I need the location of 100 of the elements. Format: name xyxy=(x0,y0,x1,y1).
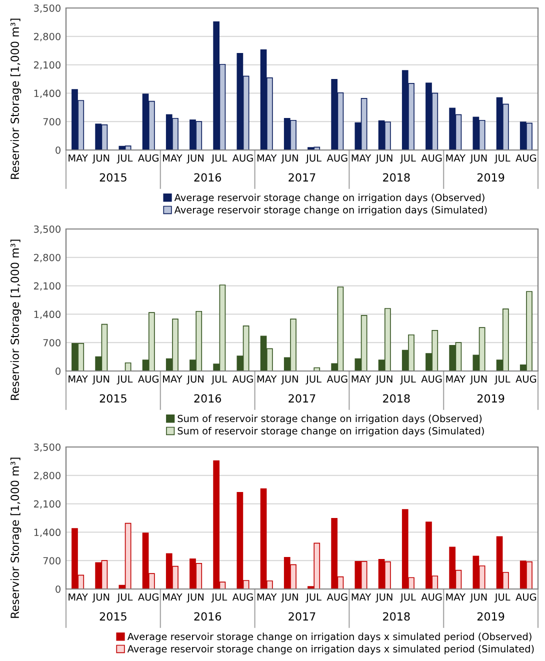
y-tick-label: 3,500 xyxy=(34,225,60,234)
x-tick-label: JUL xyxy=(116,593,133,602)
bar xyxy=(124,362,132,371)
x-tick-label: JUL xyxy=(116,375,133,384)
x-tick-label: JUN xyxy=(92,375,110,384)
x-tick-label: JUN xyxy=(186,593,204,602)
y-axis-title: Reservior Storage [1,000 m³] xyxy=(10,240,22,400)
y-tick-label: 1,400 xyxy=(34,528,60,538)
y-tick-label: 2,800 xyxy=(34,32,60,42)
y-tick-label: 0 xyxy=(56,367,60,375)
x-tick-label: JUN xyxy=(281,375,298,384)
legend-label: Average reservoir storage change on irrigation days (Observed) xyxy=(174,194,484,204)
x-tick-label: JUN xyxy=(92,154,110,164)
x-tick-label: AUG xyxy=(326,154,348,162)
x-tick-label: AUG xyxy=(138,593,158,601)
legend-label: Average reservoir storage change on irrigation days (Simulated) xyxy=(174,206,487,216)
x-tick-label: MAY xyxy=(68,593,88,601)
y-axis-title: Reservior Storage [1,000 m³] xyxy=(10,18,22,179)
x-tick-label: JUN xyxy=(186,154,204,164)
y-tick-label: 700 xyxy=(43,557,60,564)
x-tick-label: AUG xyxy=(421,593,442,601)
x-tick-label: JUL xyxy=(211,593,228,602)
x-tick-label: JUN xyxy=(186,375,204,384)
x-tick-label: MAY xyxy=(446,593,466,601)
text: 2019 xyxy=(477,173,504,182)
legend-label: Sum of reservoir storage change on irrigation days (Observed) xyxy=(178,414,482,424)
x-tick-label: AUG xyxy=(421,375,442,383)
x-tick-label: JUL xyxy=(306,593,322,602)
x-tick-label: MAY xyxy=(446,154,466,162)
x-tick-label: MAY xyxy=(163,375,182,383)
legend-label: Average reservoir storage change on irrigation days x simulated period (Observed) xyxy=(127,632,532,642)
text: 2017 xyxy=(288,394,316,403)
text: 2015 xyxy=(100,394,126,403)
x-tick-label: JUL xyxy=(211,154,228,164)
x-tick-label: JUN xyxy=(281,154,298,164)
legend-label: Sum of reservoir storage change on irrigation days (Simulated) xyxy=(178,426,484,436)
x-tick-label: JUL xyxy=(400,154,416,164)
text: 2018 xyxy=(383,173,410,182)
x-tick-label: JUL xyxy=(494,375,510,384)
y-tick-label: 2,100 xyxy=(34,61,60,70)
y-tick-label: 0 xyxy=(56,585,60,593)
x-tick-label: AUG xyxy=(326,375,348,383)
y-tick-label: 1,400 xyxy=(34,90,60,98)
x-tick-label: JUN xyxy=(92,593,110,602)
text: 2019 xyxy=(477,394,504,403)
x-tick-label: MAY xyxy=(68,154,88,162)
x-tick-label: JUL xyxy=(211,375,228,384)
y-tick-label: 0 xyxy=(56,146,60,154)
x-tick-label: JUN xyxy=(470,375,487,384)
x-tick-label: AUG xyxy=(232,154,253,162)
text: 2016 xyxy=(194,173,222,182)
x-tick-label: AUG xyxy=(326,593,348,601)
y-tick-label: 2,800 xyxy=(34,472,60,480)
legend-label: Average reservoir storage change on irrigation days x simulated period (Simulated) xyxy=(127,644,534,654)
x-tick-label: JUN xyxy=(375,154,392,164)
x-tick-label: JUL xyxy=(116,154,133,164)
x-tick-label: AUG xyxy=(232,593,253,601)
x-tick-label: JUL xyxy=(306,154,322,164)
x-tick-label: MAY xyxy=(446,375,466,383)
y-tick-label: 2,100 xyxy=(34,282,60,291)
x-tick-label: MAY xyxy=(163,593,182,601)
text: 2017 xyxy=(288,612,316,621)
y-tick-label: 3,500 xyxy=(34,4,60,13)
text: 2015 xyxy=(100,173,126,182)
text: 2016 xyxy=(194,394,222,403)
x-tick-label: AUG xyxy=(516,593,536,601)
x-tick-label: AUG xyxy=(138,154,158,162)
x-tick-label: JUN xyxy=(470,154,487,164)
x-tick-label: JUN xyxy=(375,593,392,602)
y-axis-title: Reservior Storage [1,000 m³] xyxy=(10,458,22,618)
text: 2015 xyxy=(100,612,126,621)
x-tick-label: JUN xyxy=(375,375,392,384)
x-tick-label: AUG xyxy=(421,154,442,162)
x-tick-label: JUN xyxy=(470,593,487,602)
text: 2017 xyxy=(288,173,316,182)
x-tick-label: JUL xyxy=(494,154,510,164)
y-tick-label: 2,800 xyxy=(34,254,60,262)
y-tick-label: 700 xyxy=(43,118,60,126)
text: 2016 xyxy=(194,612,222,621)
text: 2018 xyxy=(383,612,410,621)
x-tick-label: JUN xyxy=(281,593,298,602)
x-tick-label: AUG xyxy=(516,154,536,162)
x-tick-label: AUG xyxy=(232,375,253,383)
x-tick-label: MAY xyxy=(352,375,372,383)
x-tick-label: JUL xyxy=(400,593,416,602)
x-tick-label: MAY xyxy=(257,593,277,601)
y-tick-label: 2,100 xyxy=(34,500,60,509)
x-tick-label: MAY xyxy=(352,593,372,601)
x-tick-label: JUL xyxy=(400,375,416,384)
x-tick-label: MAY xyxy=(257,154,277,162)
x-tick-label: MAY xyxy=(68,375,88,383)
x-tick-label: MAY xyxy=(163,154,182,162)
y-tick-label: 700 xyxy=(43,339,60,346)
y-tick-label: 1,400 xyxy=(34,310,60,320)
x-tick-label: AUG xyxy=(516,375,536,383)
text: 2018 xyxy=(383,394,410,403)
x-tick-label: MAY xyxy=(257,375,277,383)
x-tick-label: JUL xyxy=(494,593,510,602)
text: 2019 xyxy=(477,612,504,621)
x-tick-label: JUL xyxy=(306,375,322,384)
